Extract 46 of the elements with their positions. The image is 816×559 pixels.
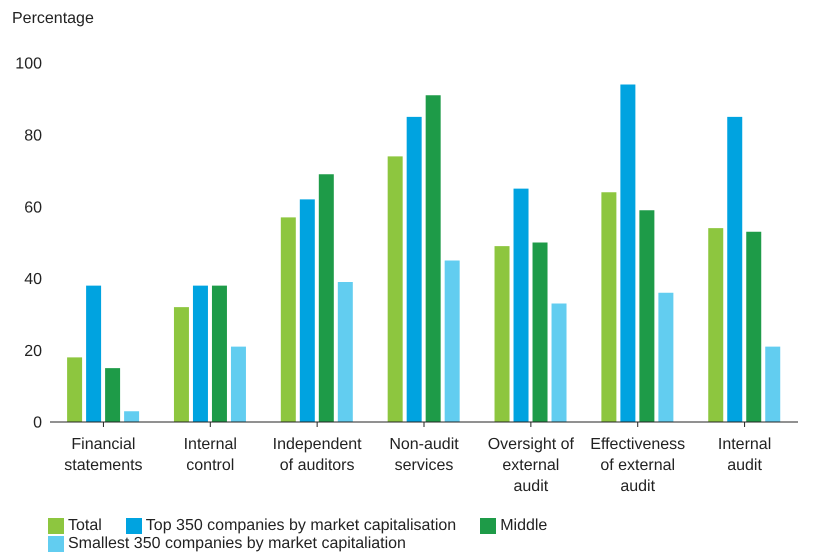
x-tick-label: Internal control [184, 436, 237, 474]
bar [620, 84, 636, 422]
bar [230, 346, 246, 422]
bar [601, 192, 616, 422]
x-tick-label: Effectiveness of external audit [590, 436, 686, 495]
y-tick-label: 60 [24, 199, 42, 216]
x-tick-label: Oversight of external audit [488, 436, 575, 495]
bar [514, 188, 529, 422]
bar [67, 357, 82, 422]
bar [552, 304, 567, 422]
bar [86, 286, 102, 422]
bar [708, 228, 724, 422]
bar [318, 174, 334, 422]
bar [765, 346, 780, 422]
bar [212, 286, 227, 422]
bar [280, 217, 296, 422]
bar [746, 232, 762, 422]
y-tick-label: 80 [24, 127, 42, 144]
bar [174, 307, 189, 422]
legend-label: Top 350 companies by market capitalisation [146, 517, 456, 534]
bar [192, 286, 208, 422]
x-tick-label: Independent of auditors [272, 436, 362, 474]
bar [532, 242, 548, 422]
y-tick-label: 40 [24, 271, 42, 288]
legend-label: Smallest 350 companies by market capitaliation [68, 535, 406, 552]
bar [124, 411, 140, 422]
bar [426, 95, 441, 422]
bar [105, 368, 120, 422]
x-tick-label: Internal audit [718, 436, 772, 474]
x-tick-label: Financial statements [64, 436, 143, 474]
x-tick-label: Non-audit services [389, 436, 460, 474]
y-axis-title: Percentage [12, 10, 94, 28]
bar [639, 210, 654, 422]
bar [658, 292, 674, 422]
y-tick-label: 20 [24, 342, 42, 360]
y-tick-label: 100 [15, 56, 42, 73]
bar [444, 260, 460, 422]
bar [494, 246, 510, 422]
bar [727, 116, 742, 422]
bar [300, 199, 315, 422]
legend-label: Middle [500, 517, 548, 534]
bar [406, 116, 422, 422]
bar [338, 282, 353, 422]
legend-label: Total [68, 517, 102, 534]
y-tick-label: 0 [33, 414, 42, 432]
bar [388, 156, 403, 422]
